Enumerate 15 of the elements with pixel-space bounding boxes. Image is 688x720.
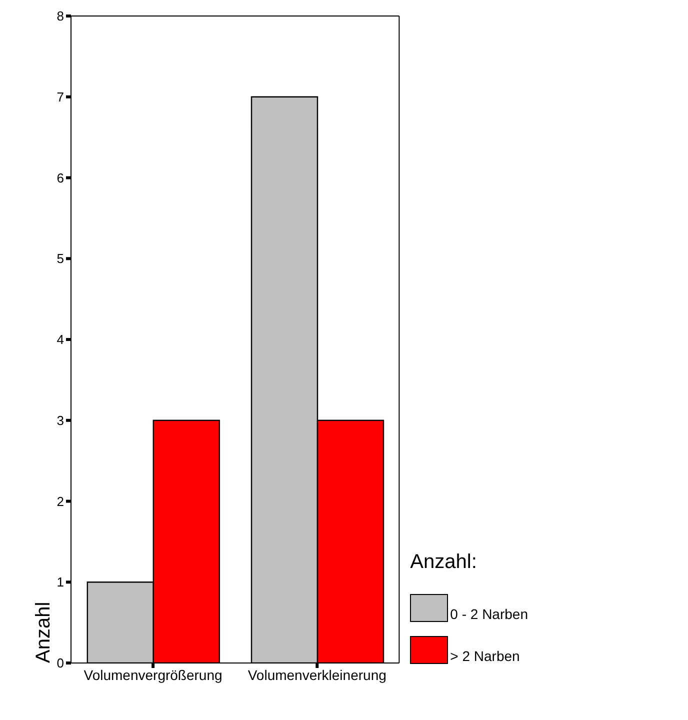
y-tick-label: 6 bbox=[56, 170, 64, 186]
y-tick-label: 4 bbox=[56, 332, 64, 348]
y-tick-label: 5 bbox=[56, 251, 64, 266]
y-tick-label: 7 bbox=[56, 89, 64, 104]
y-tick-label: 8 bbox=[56, 8, 64, 24]
y-axis-title: Anzahl bbox=[32, 602, 55, 663]
y-tick-label: 1 bbox=[56, 574, 64, 590]
legend-title: Anzahl: bbox=[410, 551, 478, 574]
y-tick-label: 3 bbox=[56, 412, 64, 428]
legend-label: 0 - 2 Narben bbox=[450, 606, 528, 622]
x-tick-label: Volumenvergrößerung bbox=[84, 666, 222, 683]
y-tick-label: 0 bbox=[56, 656, 64, 671]
legend-label: > 2 Narben bbox=[450, 648, 520, 664]
y-tick-label: 2 bbox=[56, 494, 64, 509]
x-tick-label: Volumenverkleinerung bbox=[248, 666, 386, 683]
